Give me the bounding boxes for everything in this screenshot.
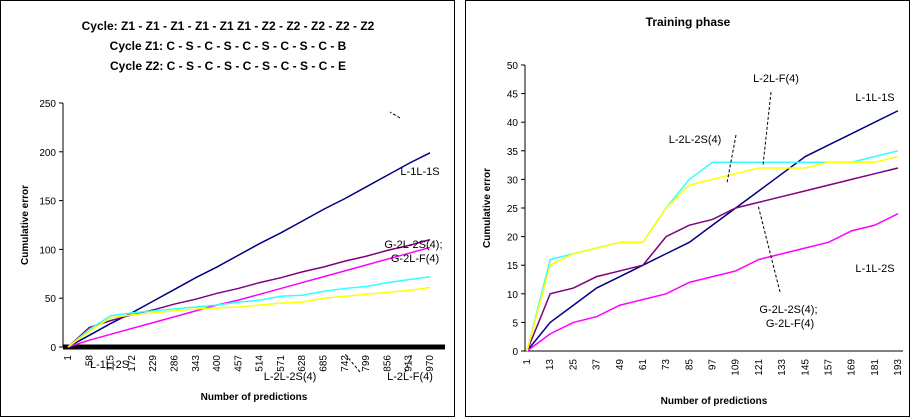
series-label: L-1L-1S bbox=[400, 166, 439, 178]
y-tick-label: 15 bbox=[507, 261, 519, 272]
y-tick-label: 25 bbox=[507, 204, 519, 215]
series-label: G-2L-2S(4); G-2L-F(4) bbox=[384, 239, 445, 265]
x-tick-label: 115 bbox=[106, 355, 117, 371]
leader-line bbox=[389, 111, 401, 119]
leader-line bbox=[344, 353, 361, 373]
y-tick-label: 45 bbox=[507, 90, 519, 101]
x-tick-label: 157 bbox=[823, 359, 834, 376]
y-axis-title: Cumulative error bbox=[20, 185, 31, 265]
x-tick-label: 799 bbox=[361, 355, 372, 372]
y-tick-label: 0 bbox=[512, 347, 518, 358]
y-tick-label: 35 bbox=[507, 147, 519, 158]
leader-line bbox=[726, 134, 737, 184]
y-tick-label: 10 bbox=[507, 290, 519, 301]
x-tick-label: 97 bbox=[708, 359, 719, 371]
x-tick-label: 685 bbox=[319, 355, 330, 372]
series-label-line: G-2L-2S(4); bbox=[384, 239, 445, 251]
series-line bbox=[67, 286, 431, 348]
y-tick-label: 250 bbox=[39, 99, 56, 110]
y-tick-label: 20 bbox=[507, 233, 519, 244]
x-tick-label: 109 bbox=[731, 359, 742, 376]
x-tick-label: 73 bbox=[661, 359, 672, 371]
x-tick-label: 133 bbox=[777, 359, 788, 376]
leader-line bbox=[404, 353, 413, 373]
series-label: L-1L-2S bbox=[90, 359, 129, 371]
series-label-line: G-2L-F(4) bbox=[766, 318, 814, 330]
y-tick-label: 5 bbox=[512, 318, 518, 329]
x-tick-label: 37 bbox=[592, 359, 603, 371]
x-tick-label: 172 bbox=[127, 355, 138, 372]
x-tick-label: 1 bbox=[63, 355, 74, 361]
x-tick-label: 169 bbox=[847, 359, 858, 376]
x-tick-label: 856 bbox=[382, 355, 393, 372]
x-tick-label: 1 bbox=[522, 359, 533, 365]
series-line bbox=[526, 167, 899, 352]
x-tick-label: 181 bbox=[870, 359, 881, 376]
chart-title: Training phase bbox=[646, 15, 731, 29]
y-tick-label: 40 bbox=[507, 118, 519, 129]
series-line bbox=[67, 275, 431, 348]
x-tick-label: 742 bbox=[340, 355, 351, 372]
x-tick-label: 514 bbox=[255, 355, 266, 372]
x-tick-label: 121 bbox=[754, 359, 765, 376]
series-line bbox=[526, 213, 899, 352]
series-label: L-2L-2S(4) bbox=[669, 134, 722, 146]
series-line bbox=[67, 246, 431, 348]
y-tick-label: 0 bbox=[50, 343, 56, 354]
chart-title: Cycle: Z1 - Z1 - Z1 - Z1 - Z1 Z1 - Z2 - … bbox=[82, 19, 375, 33]
x-tick-label: 286 bbox=[169, 355, 180, 372]
x-tick-label: 25 bbox=[568, 359, 579, 371]
y-axis-title: Cumulative error bbox=[482, 168, 493, 248]
chart-title: Cycle Z2: C - S - C - S - C - S - C - S … bbox=[110, 59, 346, 73]
y-tick-label: 50 bbox=[507, 61, 519, 72]
x-axis-title: Number of predictions bbox=[661, 396, 768, 407]
series-label: L-1L-1S bbox=[855, 92, 894, 104]
y-tick-label: 150 bbox=[39, 197, 56, 208]
series-label-line: G-2L-F(4) bbox=[391, 253, 439, 265]
chart-title: Cycle Z1: C - S - C - S - C - S - C - S … bbox=[110, 39, 347, 53]
series-label: L-2L-F(4) bbox=[387, 371, 433, 383]
x-tick-label: 193 bbox=[893, 359, 904, 376]
x-tick-label: 628 bbox=[297, 355, 308, 372]
x-tick-label: 145 bbox=[800, 359, 811, 376]
x-tick-label: 457 bbox=[233, 355, 244, 372]
series-label: L-1L-2S bbox=[855, 263, 894, 275]
leader-line bbox=[762, 91, 772, 166]
x-tick-label: 571 bbox=[276, 355, 287, 372]
x-tick-label: 229 bbox=[148, 355, 159, 372]
x-tick-label: 343 bbox=[191, 355, 202, 372]
y-tick-label: 200 bbox=[39, 148, 56, 159]
series-label: G-2L-2S(4); G-2L-F(4) bbox=[759, 304, 820, 330]
x-axis-title: Number of predictions bbox=[201, 392, 308, 403]
x-tick-label: 49 bbox=[615, 359, 626, 371]
x-tick-label: 13 bbox=[545, 359, 556, 371]
series-line bbox=[526, 110, 899, 352]
x-tick-label: 400 bbox=[212, 355, 223, 372]
y-tick-label: 30 bbox=[507, 175, 519, 186]
x-tick-label: 58 bbox=[84, 355, 95, 367]
x-tick-label: 913 bbox=[404, 355, 415, 372]
panel bbox=[465, 0, 910, 417]
series-label: L-2L-F(4) bbox=[753, 73, 799, 85]
series-label: L-2L-2S(4) bbox=[264, 371, 317, 383]
y-tick-label: 100 bbox=[39, 245, 56, 256]
y-tick-label: 50 bbox=[45, 294, 57, 305]
x-tick-label: 61 bbox=[638, 359, 649, 371]
series-label-line: G-2L-2S(4); bbox=[759, 304, 820, 316]
x-tick-label: 85 bbox=[684, 359, 695, 371]
series-line bbox=[526, 155, 899, 352]
x-tick-label: 970 bbox=[425, 355, 436, 372]
